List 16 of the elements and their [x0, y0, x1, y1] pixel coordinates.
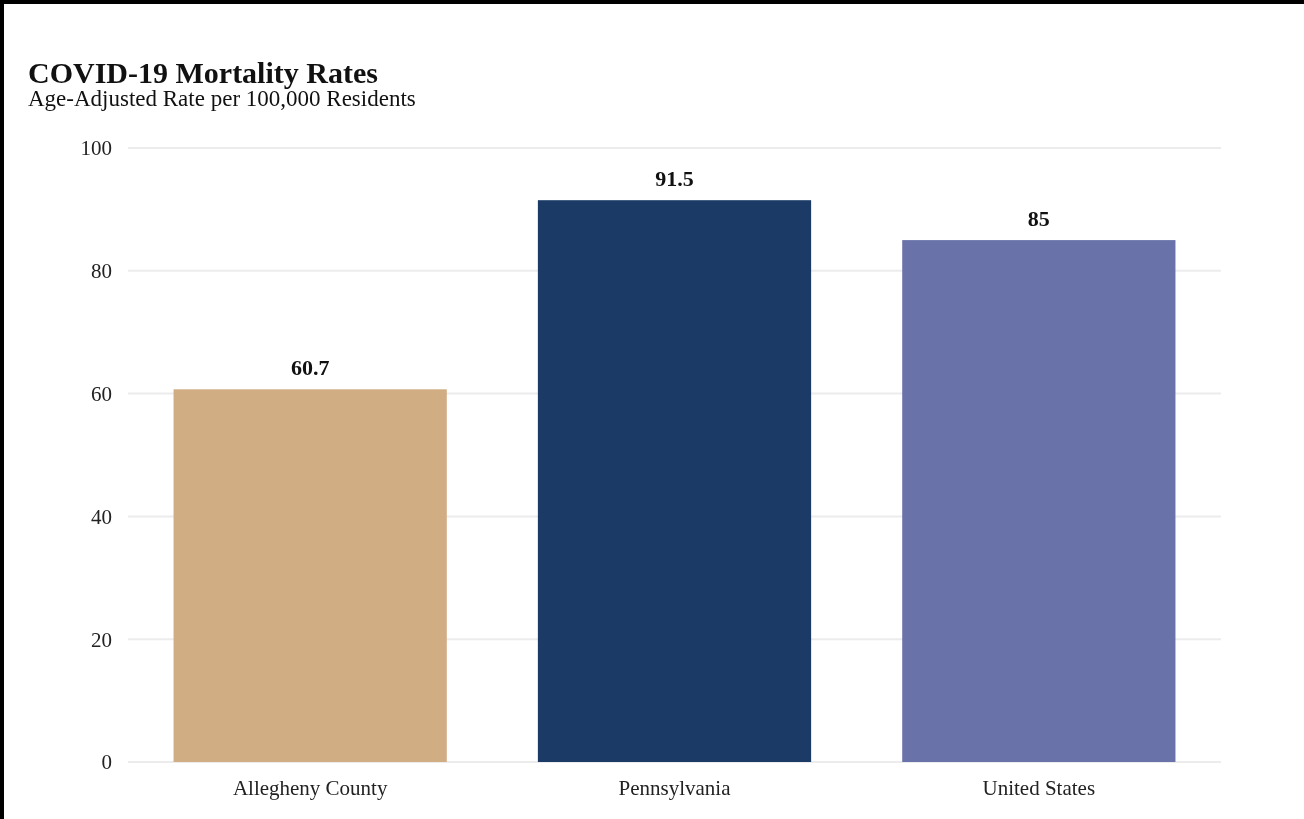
y-tick-label: 0: [101, 750, 112, 775]
bar: [173, 389, 447, 762]
x-tick-label: Pennsylvania: [618, 776, 732, 800]
y-tick-label: 60: [91, 381, 112, 406]
y-tick-label: 40: [91, 504, 112, 529]
y-tick-label: 20: [91, 627, 112, 652]
bar: [902, 240, 1176, 762]
y-tick-label: 100: [80, 136, 112, 161]
chart-title: COVID-19 Mortality Rates: [28, 56, 378, 89]
bar: [537, 200, 812, 762]
data-label: 60.7: [290, 355, 330, 381]
x-tick-label: United States: [982, 776, 1096, 800]
x-tick-label: Allegheny County: [232, 776, 388, 800]
data-label: 85: [1027, 206, 1050, 232]
data-label: 91.5: [655, 166, 694, 192]
y-tick-label: 80: [91, 259, 112, 284]
